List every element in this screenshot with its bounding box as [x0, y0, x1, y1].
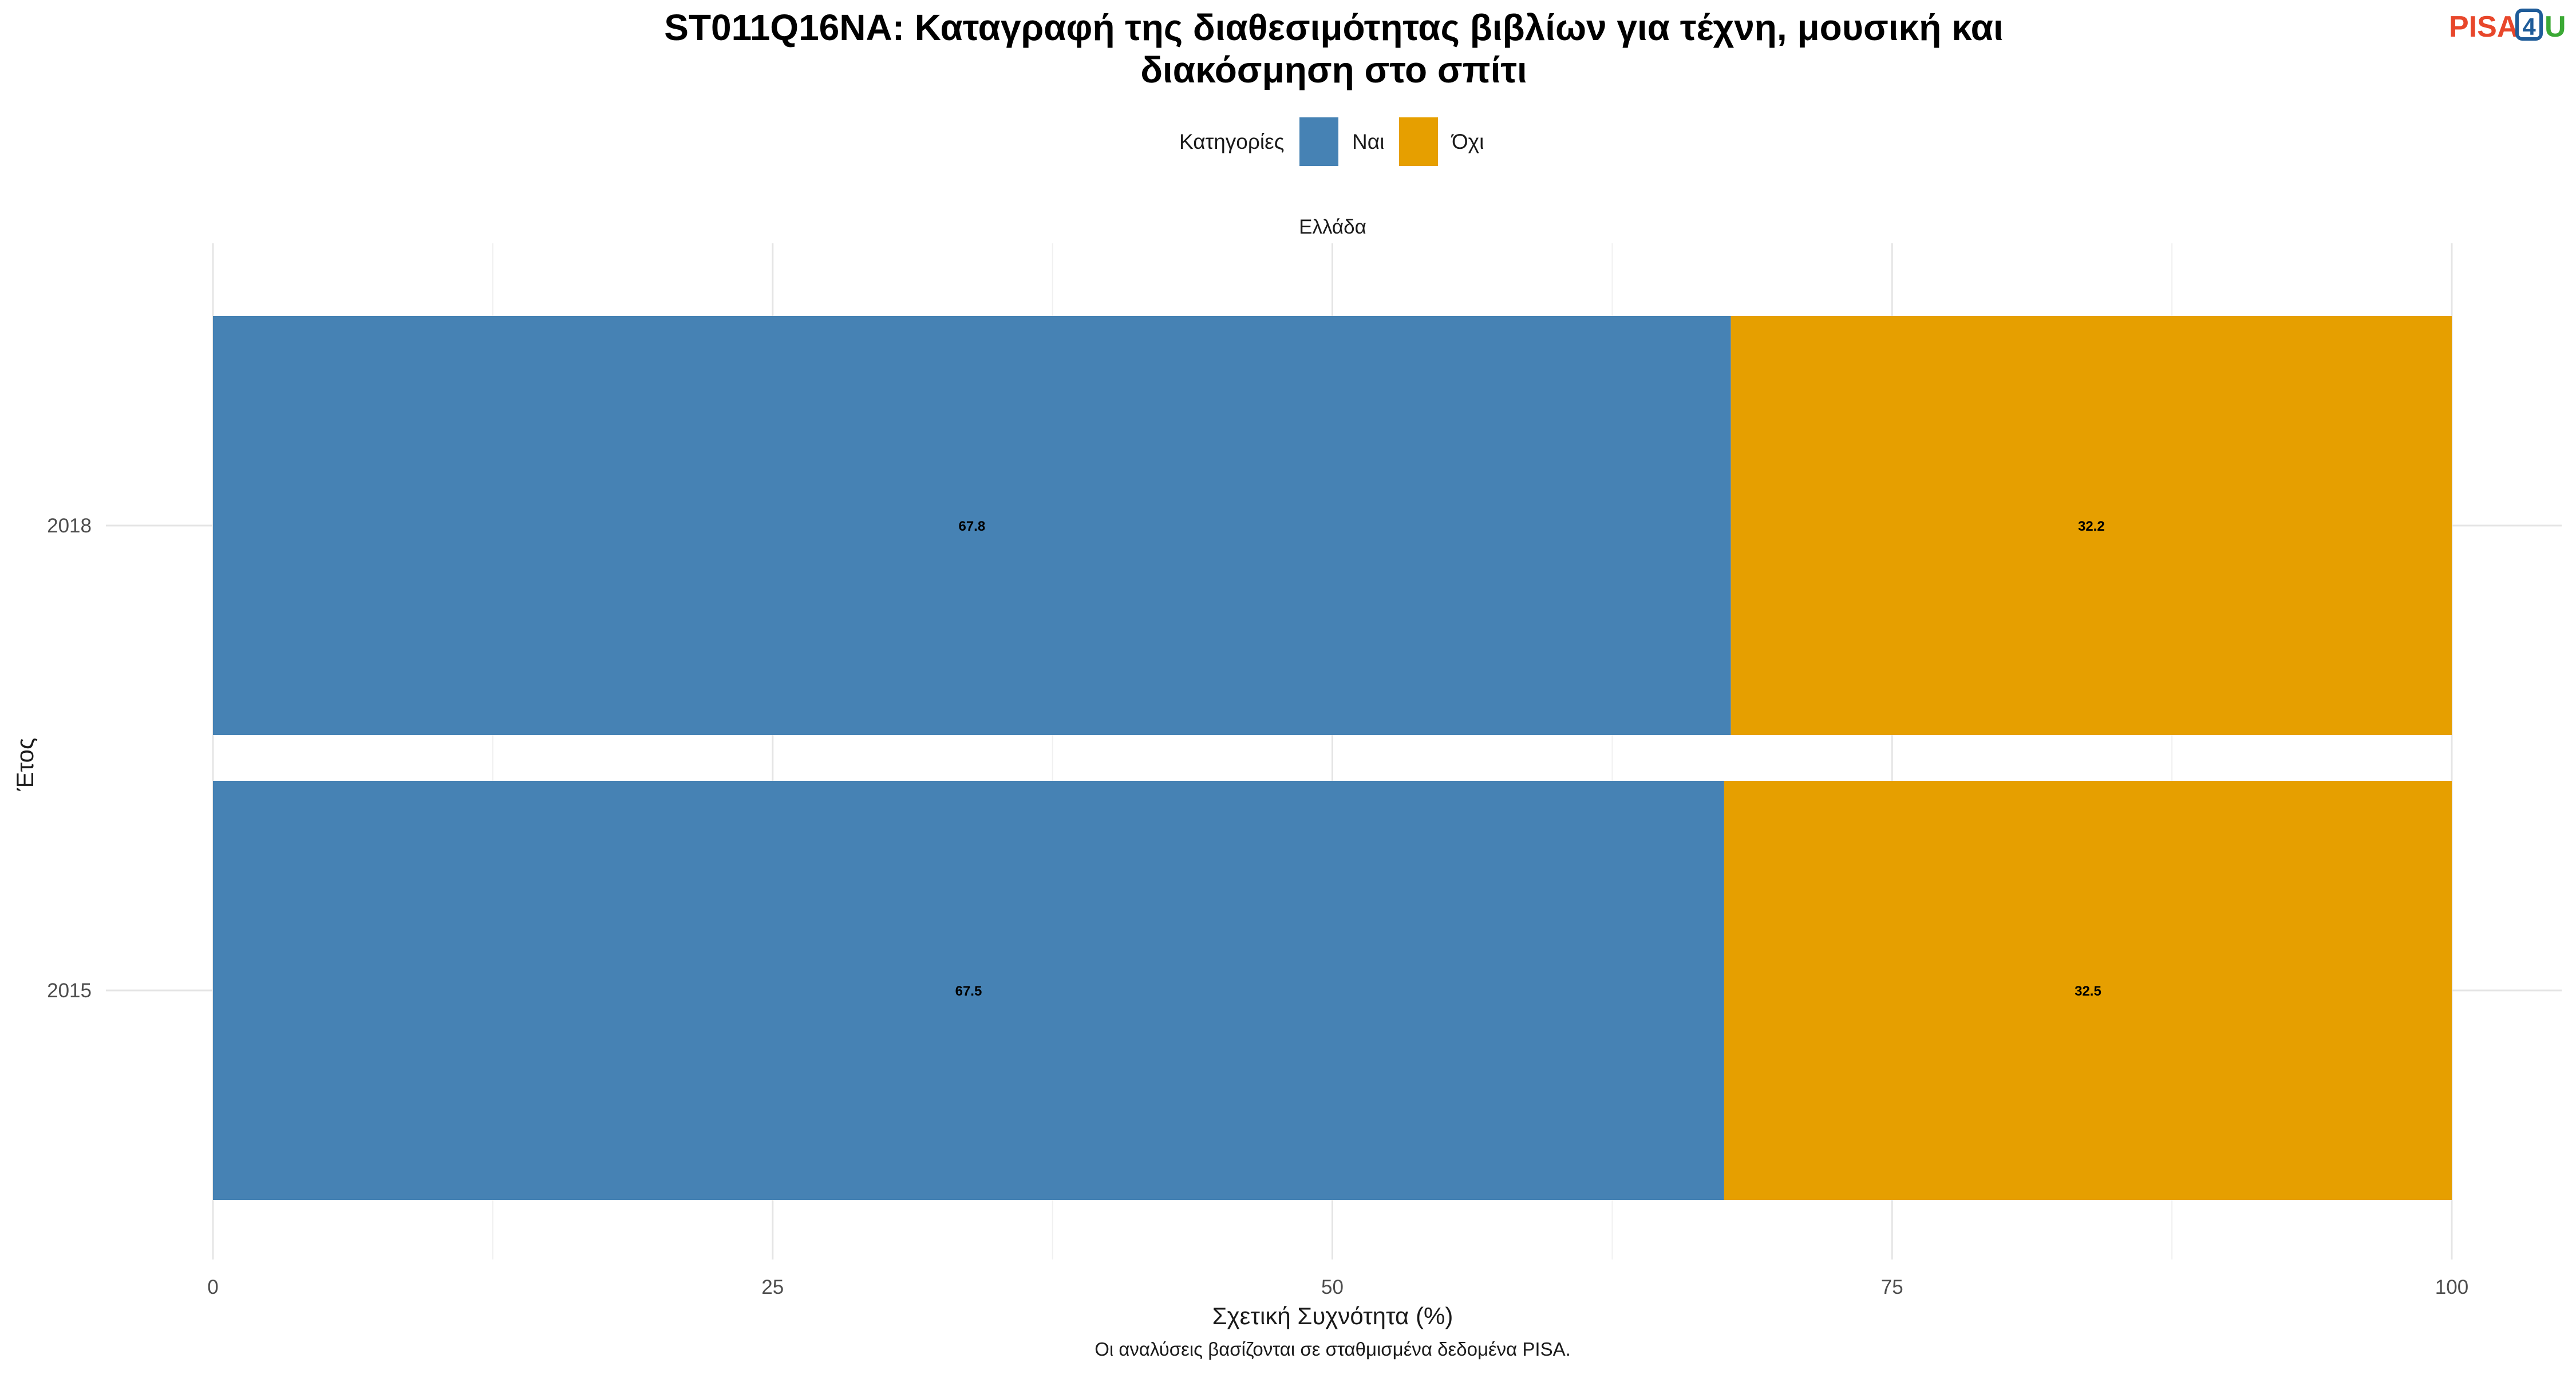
logo: PISA 4 U [2449, 9, 2566, 44]
x-tick-label: 25 [761, 1276, 784, 1298]
chart-title-line1: ST011Q16NA: Καταγραφή της διαθεσιμότητας… [664, 7, 2004, 48]
chart-title-line2: διακόσμηση στο σπίτι [1140, 49, 1527, 90]
caption: Οι αναλύσεις βασίζονται σε σταθμισμένα δ… [1095, 1339, 1571, 1360]
legend-title: Κατηγορίες [1179, 130, 1284, 153]
y-axis-title: Έτος [11, 738, 38, 792]
bar-label-2018-ochi: 32.2 [2078, 519, 2105, 534]
logo-box [2515, 9, 2543, 41]
x-tick-label: 100 [2435, 1276, 2468, 1298]
logo-text-u: U [2545, 10, 2566, 44]
x-tick-label: 0 [207, 1276, 218, 1298]
y-tick-label: 2015 [47, 980, 92, 1002]
y-axis-ticks: 2018 2015 [47, 515, 92, 1002]
bar-2018-nai [213, 316, 1731, 735]
y-tick-label: 2018 [47, 515, 92, 537]
legend-label-ochi: Όχι [1451, 130, 1484, 153]
facet-label: Ελλάδα [1299, 216, 1366, 238]
bar-label-2018-nai: 67.8 [958, 519, 985, 534]
legend-label-nai: Ναι [1352, 130, 1384, 153]
bar-label-2015-nai: 67.5 [955, 984, 982, 999]
bar-2018-ochi [1730, 316, 2452, 735]
legend-swatch-nai [1299, 117, 1338, 166]
x-axis-ticks: 0 25 50 75 100 [207, 1276, 2468, 1298]
bars [213, 316, 2452, 1200]
legend: Κατηγορίες Ναι Όχι [1179, 117, 1484, 166]
x-tick-label: 50 [1321, 1276, 1344, 1298]
legend-swatch-ochi [1399, 117, 1438, 166]
bar-label-2015-ochi: 32.5 [2075, 984, 2101, 999]
logo-text-4: 4 [2522, 13, 2536, 40]
bar-labels: 67.8 32.2 67.5 32.5 [955, 519, 2105, 999]
logo-text-pisa: PISA [2449, 10, 2518, 44]
x-tick-label: 75 [1881, 1276, 1903, 1298]
x-axis-title: Σχετική Συχνότητα (%) [1212, 1302, 1453, 1329]
bar-2015-ochi [1724, 781, 2452, 1200]
bar-2015-nai [213, 781, 1724, 1200]
